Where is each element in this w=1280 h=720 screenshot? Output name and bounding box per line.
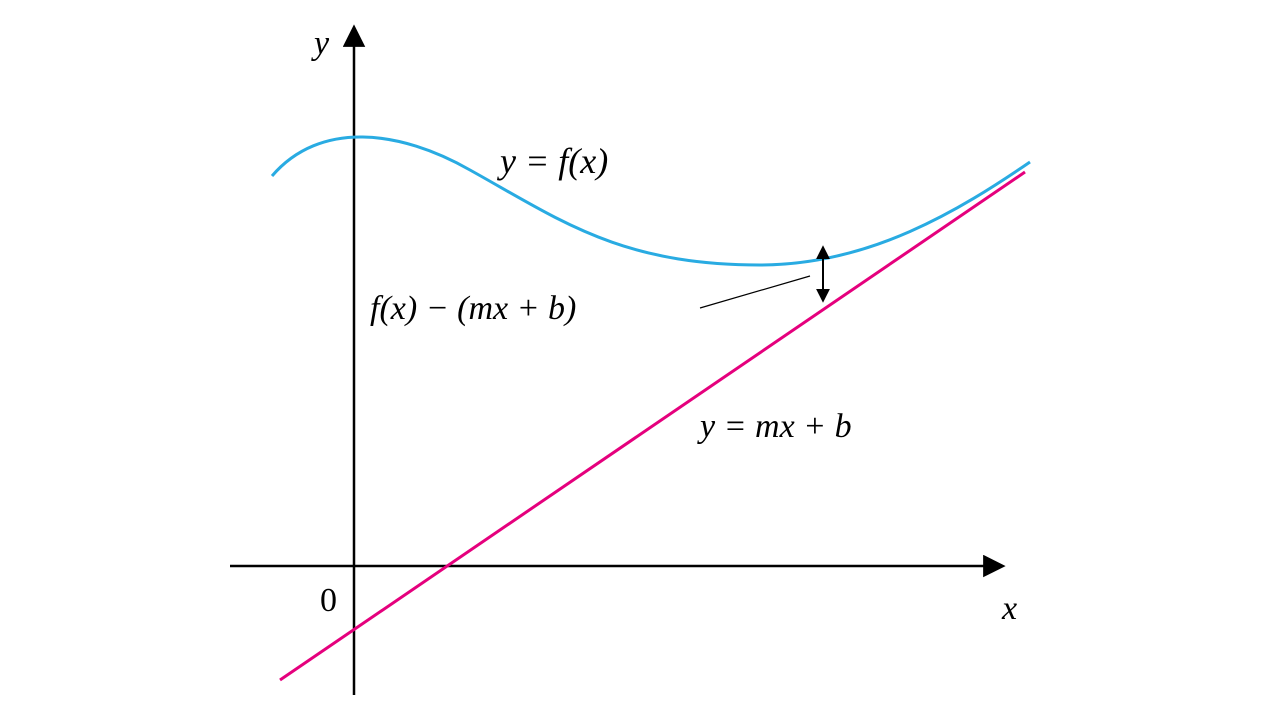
gap-leader-line [700,276,810,308]
plot-svg [0,0,1280,720]
line-mx-plus-b [280,172,1025,680]
x-axis-label: x [1002,590,1017,628]
line-label: y = mx + b [700,408,852,446]
curve-label: y = f(x) [500,140,608,182]
origin-label: 0 [320,582,337,620]
asymptote-diagram: y x 0 y = f(x) y = mx + b f(x) − (mx + b… [0,0,1280,720]
y-axis-label: y [314,25,329,63]
gap-label: f(x) − (mx + b) [370,290,576,328]
